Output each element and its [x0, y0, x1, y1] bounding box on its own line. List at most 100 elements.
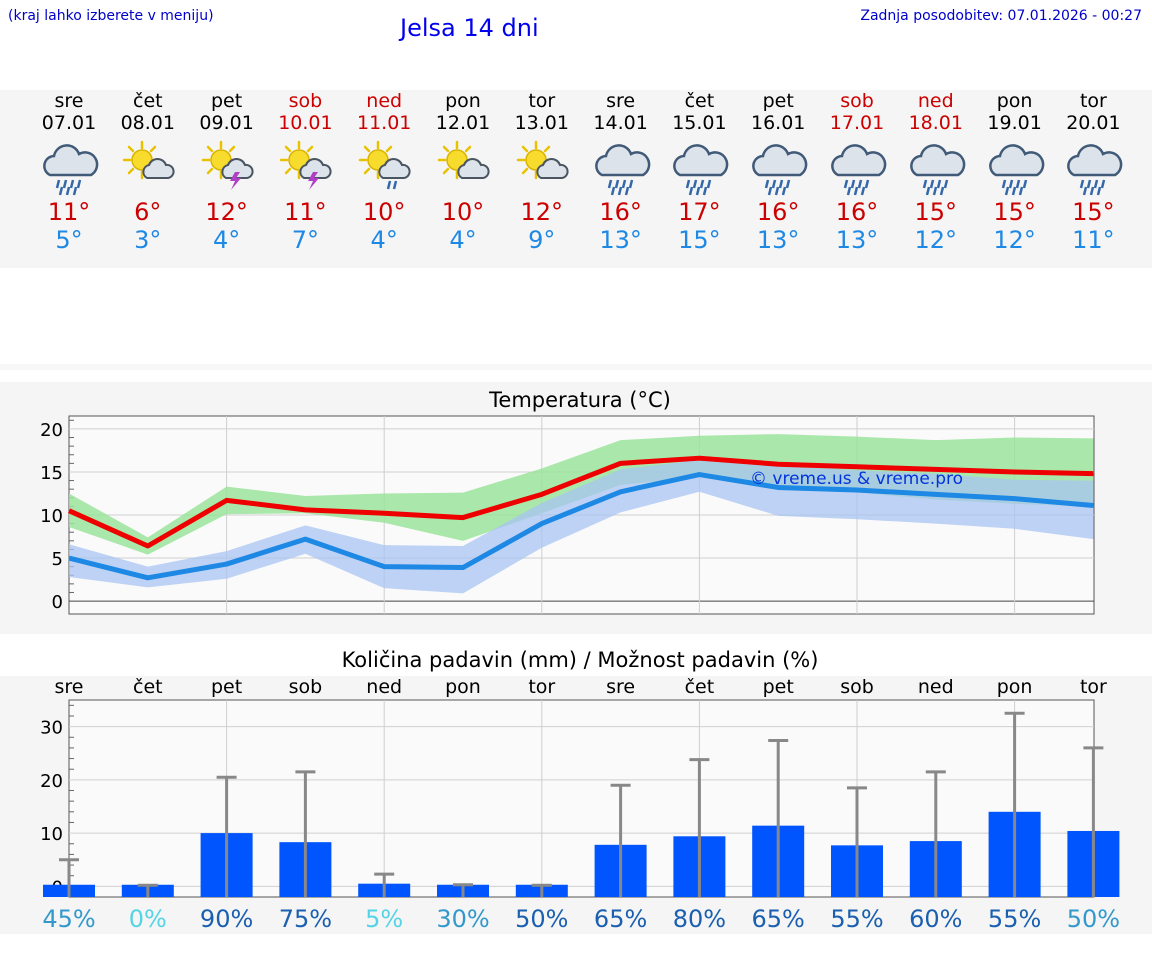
- temp-min: 9°: [528, 226, 556, 254]
- temp-min: 15°: [678, 226, 721, 254]
- cloud-rain-icon: [1067, 144, 1123, 196]
- cloud-icon: [673, 144, 729, 177]
- y-tick-label: 5: [52, 549, 63, 570]
- cloud-icon: [909, 144, 966, 177]
- rain-icon: [686, 179, 712, 196]
- rain-icon: [607, 179, 633, 196]
- forecast-strip: [0, 90, 1152, 268]
- sun-storm-icon: [280, 140, 332, 190]
- precip-probability: 75%: [279, 905, 332, 933]
- lightning-icon: [308, 172, 320, 190]
- day-date: 16.01: [750, 112, 806, 134]
- day-label: ned: [366, 676, 402, 698]
- day-column: ned 11.01 10° 4°: [344, 90, 424, 254]
- y-tick-label: 0: [52, 592, 63, 613]
- cloud-icon: [221, 158, 254, 179]
- day-name: pet: [210, 90, 243, 112]
- day-column: čet 15.01 17° 15°: [659, 90, 739, 254]
- temp-max: 15°: [914, 198, 958, 226]
- temp-min: 3°: [134, 226, 162, 254]
- day-date: 11.01: [356, 112, 412, 134]
- temp-max: 17°: [678, 198, 721, 226]
- rain-icon: [1001, 179, 1027, 196]
- cloud-icon: [457, 158, 490, 179]
- cloud-icon: [988, 144, 1044, 177]
- day-label: tor: [528, 676, 555, 698]
- rain-icon: [764, 179, 791, 196]
- day-name: pon: [445, 90, 481, 112]
- day-column: sre 14.01 16° 13°: [581, 90, 661, 254]
- day-column: sre 07.01 11° 5°: [29, 90, 109, 254]
- min-temp-band: [69, 459, 1094, 594]
- cloud-icon: [536, 158, 569, 179]
- day-name: sob: [288, 90, 323, 112]
- day-date: 19.01: [987, 112, 1042, 134]
- precip-probability: 80%: [673, 905, 726, 933]
- watermark: © vreme.us & vreme.pro: [750, 469, 963, 489]
- day-column: sob 10.01 11° 7°: [265, 90, 345, 254]
- cloud-rain-icon: [909, 144, 966, 196]
- day-name: tor: [528, 90, 556, 112]
- y-tick-label: 30: [40, 718, 63, 739]
- temp-max: 12°: [520, 198, 564, 226]
- cloud-icon: [299, 158, 332, 179]
- sun-cloud-rain-icon: [358, 140, 411, 190]
- precip-probability: 50%: [1067, 905, 1120, 933]
- day-date: 12.01: [435, 112, 491, 134]
- day-name: čet: [133, 90, 163, 112]
- day-name: pet: [762, 90, 794, 112]
- cloud-icon: [43, 144, 99, 177]
- day-name: sre: [606, 90, 636, 112]
- precip-probability: 65%: [594, 905, 647, 933]
- day-column: pet 09.01 12° 4°: [187, 90, 267, 254]
- day-column: pon 12.01 10° 4°: [423, 90, 503, 254]
- temp-max: 11°: [47, 198, 91, 226]
- day-label: sre: [55, 676, 84, 698]
- sun-cloud-icon: [516, 140, 569, 180]
- temp-min: 4°: [212, 226, 241, 254]
- temp-max: 10°: [441, 198, 485, 226]
- rain-icon: [843, 179, 870, 196]
- day-label: čet: [133, 676, 163, 698]
- temp-max: 15°: [1072, 198, 1115, 226]
- precip-probability: 55%: [988, 905, 1041, 933]
- location-hint[interactable]: (kraj lahko izberete v meniju): [8, 8, 214, 24]
- last-updated: Zadnja posodobitev: 07.01.2026 - 00:27: [860, 8, 1142, 24]
- temp-min: 13°: [599, 226, 642, 254]
- rain-icon: [386, 180, 398, 190]
- divider: [0, 364, 1152, 370]
- day-name: čet: [684, 90, 715, 112]
- day-label: pet: [211, 676, 242, 698]
- day-date: 08.01: [120, 112, 175, 134]
- temp-min: 13°: [835, 226, 879, 254]
- day-name: sre: [54, 90, 84, 112]
- cloud-icon: [831, 144, 887, 177]
- cloud-rain-icon: [752, 144, 808, 196]
- day-label: tor: [1080, 676, 1107, 698]
- temp-max: 10°: [362, 198, 406, 226]
- precip-probability: 90%: [200, 905, 253, 933]
- day-name: pon: [996, 90, 1033, 112]
- day-label: čet: [685, 676, 715, 698]
- day-date: 14.01: [593, 112, 648, 134]
- precip-probability: 60%: [909, 905, 962, 933]
- day-column: sob 17.01 16° 13°: [817, 90, 897, 254]
- precip-probability: 55%: [830, 905, 883, 933]
- day-column: ned 18.01 15° 12°: [896, 90, 976, 254]
- cloud-icon: [142, 158, 175, 179]
- temp-min: 11°: [1072, 226, 1115, 254]
- day-label: sob: [289, 676, 323, 698]
- temp-max: 12°: [205, 198, 248, 226]
- cloud-rain-icon: [831, 144, 887, 196]
- day-label: sob: [840, 676, 874, 698]
- y-tick-label: 15: [40, 463, 63, 484]
- temp-min: 7°: [291, 226, 320, 254]
- min-temp-line: [68, 472, 1094, 581]
- page-title: Jelsa 14 dni: [400, 14, 539, 42]
- y-tick-label: 10: [40, 506, 63, 527]
- day-column: pon 19.01 15° 12°: [975, 90, 1055, 254]
- day-date: 18.01: [908, 112, 963, 134]
- lightning-icon: [229, 172, 241, 190]
- temp-min: 13°: [756, 226, 800, 254]
